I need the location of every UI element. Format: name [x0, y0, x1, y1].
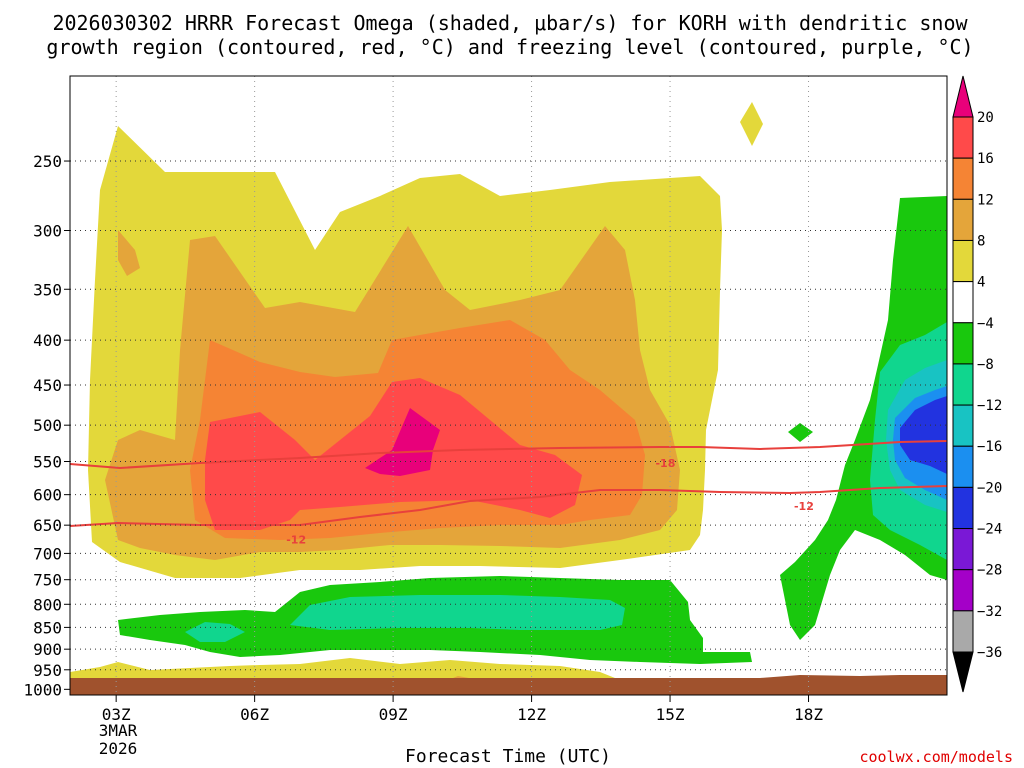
y-tick-label: 650	[33, 516, 62, 535]
y-tick-label: 250	[33, 152, 62, 171]
plot-area	[70, 76, 947, 695]
colorbar: 20 16 12 8 4 −4 −8 −12 −16 −20 −24 −28 −32 −36	[952, 75, 1002, 693]
y-tick-label: 900	[33, 640, 62, 659]
y-tick-label: 550	[33, 453, 62, 472]
terrain-strip	[70, 678, 947, 695]
x-tick-label: 06Z	[240, 705, 269, 724]
colorbar-block	[952, 528, 974, 571]
chart-title-line1: 2026030302 HRRR Forecast Omega (shaded, …	[52, 11, 968, 35]
colorbar-block	[952, 610, 974, 653]
colorbar-block	[952, 157, 974, 200]
dgz-contour-label: -18	[655, 457, 675, 470]
colorbar-label: 16	[977, 151, 994, 167]
x-tick-label: 09Z	[379, 705, 408, 724]
chart-title-line2: growth region (contoured, red, °C) and f…	[46, 35, 973, 59]
colorbar-block	[952, 445, 974, 488]
horizontal-gridlines	[70, 160, 947, 671]
colorbar-label: −4	[977, 316, 994, 332]
y-tick-label: 950	[33, 661, 62, 680]
colorbar-block	[952, 363, 974, 406]
colorbar-label: −8	[977, 357, 994, 373]
y-tick-label: 600	[33, 486, 62, 505]
terrain-strip	[760, 675, 947, 680]
y-tick-label: 400	[33, 331, 62, 350]
y-tick-label: 700	[33, 544, 62, 563]
omega-region-gt-20	[365, 408, 440, 476]
y-axis: 250 300 350 400 450 500 550 600 650 700 750 800 850 9…	[23, 152, 70, 699]
colorbar-label: −28	[977, 563, 1002, 579]
y-tick-label: 800	[33, 595, 62, 614]
vertical-gridlines	[115, 76, 810, 695]
colorbar-label: −20	[977, 480, 1002, 496]
x-tick-label: 12Z	[517, 705, 546, 724]
x-date-label-line2: 2026	[99, 739, 138, 758]
omega-region-neg20-neg24	[900, 396, 947, 474]
colorbar-label: −24	[977, 522, 1002, 538]
colorbar-block	[952, 116, 974, 159]
y-tick-label: 450	[33, 376, 62, 395]
x-axis-label: Forecast Time (UTC)	[405, 746, 611, 767]
x-tick-label: 03Z	[102, 705, 131, 724]
colorbar-label: −36	[977, 645, 1002, 661]
dgz-contour-neg12	[70, 485, 947, 527]
x-tick-label: 18Z	[794, 705, 823, 724]
dgz-contour-label: -12	[286, 534, 306, 547]
colorbar-label: −16	[977, 439, 1002, 455]
colorbar-top-triangle	[952, 75, 974, 118]
dgz-contour-label: -12	[794, 500, 814, 513]
colorbar-label: 12	[977, 192, 994, 208]
x-tick-label: 15Z	[656, 705, 685, 724]
omega-region-neg4-neg8	[788, 423, 813, 442]
colorbar-block	[952, 486, 974, 530]
colorbar-label: −32	[977, 604, 1002, 620]
y-tick-label: 750	[33, 571, 62, 590]
y-tick-label: 500	[33, 416, 62, 435]
colorbar-block	[952, 404, 974, 447]
colorbar-block	[952, 281, 974, 324]
y-tick-label: 1000	[23, 680, 62, 699]
colorbar-label: 4	[977, 275, 985, 291]
colorbar-block	[952, 198, 974, 241]
colorbar-block	[952, 239, 974, 283]
x-date-label-line1: 3MAR	[99, 721, 138, 740]
y-tick-label: 350	[33, 280, 62, 299]
colorbar-bottom-triangle	[952, 651, 974, 693]
contour-labels: -18 -12 -12	[286, 457, 814, 547]
colorbar-label: 8	[977, 233, 985, 249]
colorbar-block	[952, 322, 974, 365]
omega-region-4-8	[740, 102, 763, 146]
colorbar-label: 20	[977, 110, 994, 126]
omega-region-neg8-neg12	[290, 595, 625, 630]
colorbar-label: −12	[977, 398, 1002, 414]
credit-text: coolwx.com/models	[859, 748, 1013, 766]
y-tick-label: 300	[33, 222, 62, 241]
dgz-contour-neg18	[70, 440, 947, 470]
y-tick-label: 850	[33, 618, 62, 637]
colorbar-block	[952, 569, 974, 612]
omega-region-8-12	[118, 230, 140, 276]
x-axis: 03Z 06Z 09Z 12Z 15Z 18Z	[102, 695, 823, 724]
